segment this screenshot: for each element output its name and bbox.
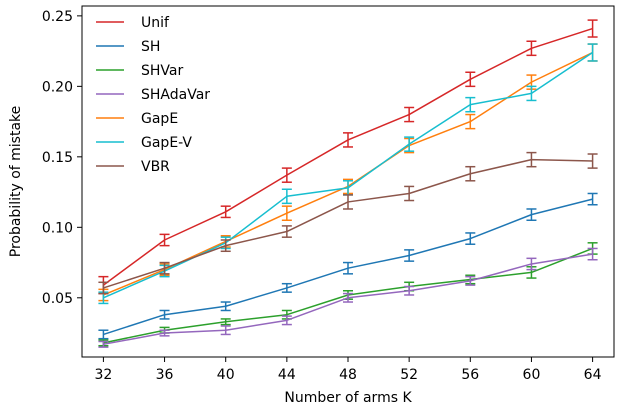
x-tick-label: 52 [400,367,418,383]
legend-item: VBR [96,159,170,175]
legend-label: GapE-V [141,135,192,151]
legend-label: GapE [141,111,178,127]
series-sh [98,192,598,340]
legend-label: VBR [141,159,170,175]
x-tick-label: 56 [461,367,479,383]
x-tick-label: 40 [217,367,235,383]
y-tick-label: 0.10 [42,220,73,236]
x-axis-title: Number of arms K [284,390,412,406]
legend-label: Unif [141,15,170,31]
y-axis: 0.05 0.10 0.15 0.20 0.25 [42,9,82,307]
legend-item: SHVar [96,63,183,79]
x-tick-label: 60 [523,367,541,383]
y-axis-title: Probability of mistake [8,106,24,258]
series-vbr [98,151,598,295]
x-tick-label: 36 [156,367,174,383]
x-tick-label: 48 [339,367,357,383]
x-axis: 32 36 40 44 48 52 56 60 64 [94,357,602,383]
legend-label: SHAdaVar [141,87,210,103]
legend-item: GapE [96,111,178,127]
series-unif [98,19,598,295]
legend-label: SH [141,39,160,55]
legend-label: SHVar [141,63,183,79]
y-tick-label: 0.15 [42,150,73,166]
legend-item: SHAdaVar [96,87,210,103]
x-tick-label: 32 [94,367,112,383]
legend: Unif SH SHVar SHAdaVar GapE GapE-V VBR [96,15,210,175]
x-tick-label: 44 [278,367,296,383]
legend-item: SH [96,39,160,55]
y-tick-label: 0.25 [42,9,73,25]
y-tick-label: 0.20 [42,79,73,95]
legend-item: GapE-V [96,135,192,151]
legend-item: Unif [96,15,170,31]
series-shadavar [98,247,598,348]
y-tick-label: 0.05 [42,291,73,307]
plot-layer [98,19,598,348]
x-tick-label: 64 [584,367,602,383]
